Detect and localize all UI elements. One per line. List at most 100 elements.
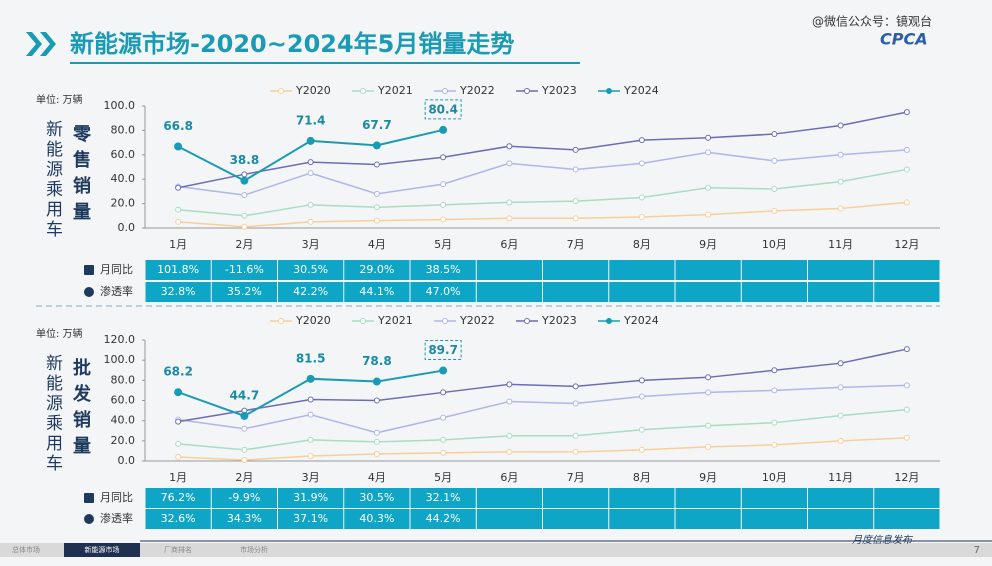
- point-marker: [705, 134, 712, 141]
- legend-marker: [360, 318, 366, 324]
- legend-label: Y2021: [377, 314, 413, 327]
- table-cell: [741, 260, 807, 280]
- x-tick-label: 4月: [368, 238, 386, 251]
- point-marker: [373, 204, 380, 211]
- point-marker: [771, 157, 778, 164]
- table-cell: [476, 488, 542, 508]
- table-cell: [741, 488, 807, 508]
- cell-value: 32.1%: [426, 491, 461, 504]
- cell-value: 32.6%: [161, 512, 196, 525]
- point-marker: [903, 382, 910, 389]
- point-marker: [572, 432, 579, 439]
- table-cell: [609, 282, 675, 302]
- table-cell: [543, 260, 609, 280]
- point-marker: [241, 192, 248, 199]
- cell-value: 37.1%: [293, 512, 328, 525]
- legend-marker: [360, 88, 366, 94]
- legend-marker: [524, 318, 530, 324]
- x-tick-label: 12月: [894, 471, 919, 484]
- point-marker: [506, 143, 513, 150]
- point-marker: [572, 215, 579, 222]
- side-label: 新能源乘用车: [42, 354, 63, 474]
- y-tick-label: 20.0: [111, 197, 136, 210]
- x-tick-label: 9月: [699, 471, 717, 484]
- point-marker: [705, 184, 712, 191]
- x-tick-label: 5月: [434, 471, 452, 484]
- cell-value: 31.9%: [293, 491, 328, 504]
- point-marker: [638, 137, 645, 144]
- table-cell: [410, 260, 476, 280]
- point-marker: [837, 412, 844, 419]
- series-line: [178, 201, 907, 228]
- point-marker: [506, 215, 513, 222]
- point-marker: [373, 438, 380, 445]
- title-icon: [26, 32, 56, 56]
- x-tick-label: 11月: [828, 471, 853, 484]
- point-marker: [373, 429, 380, 436]
- x-tick-label: 4月: [368, 471, 386, 484]
- table-cell: [278, 488, 344, 508]
- point-marker: [705, 149, 712, 156]
- point-marker: [373, 161, 380, 168]
- row-label: 月同比: [100, 263, 133, 276]
- y-tick-label: 80.0: [111, 123, 136, 136]
- point-marker: [307, 218, 314, 225]
- point-marker: [572, 448, 579, 455]
- table-cell: [808, 488, 874, 508]
- cell-value: 47.0%: [426, 285, 461, 298]
- y-tick-label: 100.0: [104, 99, 136, 112]
- y-axis-unit: 单位: 万辆: [36, 327, 83, 340]
- active-tab: [64, 543, 140, 557]
- table-cell: [543, 488, 609, 508]
- point-marker: [307, 396, 314, 403]
- y-tick-label: 60.0: [111, 148, 136, 161]
- point-marker: [241, 446, 248, 453]
- point-marker: [638, 194, 645, 201]
- data-label: 71.4: [296, 113, 326, 127]
- point-marker: [440, 154, 447, 161]
- point-marker: [372, 377, 381, 386]
- point-marker: [241, 456, 248, 463]
- y-tick-label: 0.0: [118, 221, 136, 234]
- point-marker: [903, 434, 910, 441]
- table-cell: [211, 509, 277, 529]
- point-marker: [175, 218, 182, 225]
- table-cell: [476, 282, 542, 302]
- series-line: [178, 384, 907, 434]
- legend-label: Y2022: [459, 84, 495, 97]
- point-marker: [175, 418, 182, 425]
- point-marker: [903, 166, 910, 173]
- x-tick-label: 2月: [235, 238, 253, 251]
- point-marker: [506, 432, 513, 439]
- table-cell: [874, 260, 940, 280]
- watermark: @微信公众号：镜观台: [812, 14, 932, 29]
- point-marker: [638, 393, 645, 400]
- table-cell: [344, 260, 410, 280]
- y-axis-unit: 单位: 万辆: [36, 93, 83, 106]
- table-cell: [410, 282, 476, 302]
- point-marker: [837, 178, 844, 185]
- logo: CPCA: [880, 30, 928, 49]
- point-marker: [903, 406, 910, 413]
- point-marker: [240, 411, 249, 420]
- data-label: 78.8: [362, 354, 392, 368]
- table-cell: [675, 488, 741, 508]
- point-marker: [638, 446, 645, 453]
- point-marker: [306, 136, 315, 145]
- cell-value: 29.0%: [359, 263, 394, 276]
- legend-label: Y2020: [295, 314, 331, 327]
- x-tick-label: 5月: [434, 238, 452, 251]
- table-cell: [145, 260, 211, 280]
- label-box: [424, 340, 462, 361]
- table-cell: [675, 509, 741, 529]
- x-tick-label: 3月: [302, 471, 320, 484]
- point-marker: [903, 199, 910, 206]
- cell-value: 40.3%: [359, 512, 394, 525]
- cell-value: 44.1%: [359, 285, 394, 298]
- point-marker: [837, 384, 844, 391]
- cell-value: 35.2%: [227, 285, 262, 298]
- series-line: [178, 348, 908, 423]
- point-marker: [307, 452, 314, 459]
- x-tick-label: 7月: [567, 471, 585, 484]
